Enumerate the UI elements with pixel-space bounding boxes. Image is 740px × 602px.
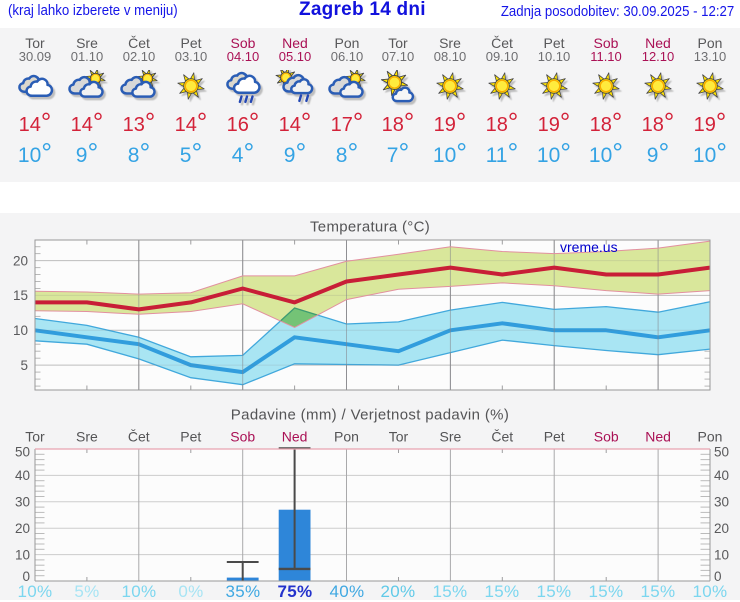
svg-text:Pet: Pet [544, 428, 565, 444]
svg-text:20: 20 [15, 521, 30, 536]
svg-text:Padavine (mm) / Verjetnost pad: Padavine (mm) / Verjetnost padavin (%) [231, 407, 509, 424]
svg-text:Sob: Sob [594, 428, 619, 444]
svg-text:40: 40 [714, 468, 729, 483]
svg-text:10: 10 [714, 547, 729, 562]
svg-text:10: 10 [13, 323, 28, 338]
svg-text:Čet: Čet [128, 428, 150, 444]
svg-text:Temperatura (°C): Temperatura (°C) [310, 219, 430, 236]
svg-text:40: 40 [15, 468, 30, 483]
svg-text:Ned: Ned [282, 428, 308, 444]
svg-text:0: 0 [714, 569, 722, 584]
svg-text:10: 10 [15, 547, 30, 562]
svg-text:Sre: Sre [76, 428, 98, 444]
svg-text:0: 0 [22, 569, 30, 584]
svg-text:15: 15 [13, 288, 28, 303]
svg-text:30: 30 [714, 495, 729, 510]
svg-text:30: 30 [15, 495, 30, 510]
svg-text:Pon: Pon [334, 428, 359, 444]
svg-text:Tor: Tor [25, 428, 45, 444]
svg-text:Pon: Pon [698, 428, 723, 444]
svg-text:Čet: Čet [491, 428, 513, 444]
svg-text:Sre: Sre [440, 428, 462, 444]
svg-text:Tor: Tor [389, 428, 409, 444]
svg-text:vreme.us: vreme.us [560, 239, 618, 255]
svg-text:20: 20 [13, 253, 28, 268]
svg-text:Pet: Pet [180, 428, 201, 444]
svg-text:5: 5 [20, 358, 28, 373]
svg-text:Sob: Sob [230, 428, 255, 444]
svg-text:20: 20 [714, 521, 729, 536]
svg-text:50: 50 [15, 445, 30, 460]
svg-text:50: 50 [714, 445, 729, 460]
svg-text:Ned: Ned [645, 428, 671, 444]
